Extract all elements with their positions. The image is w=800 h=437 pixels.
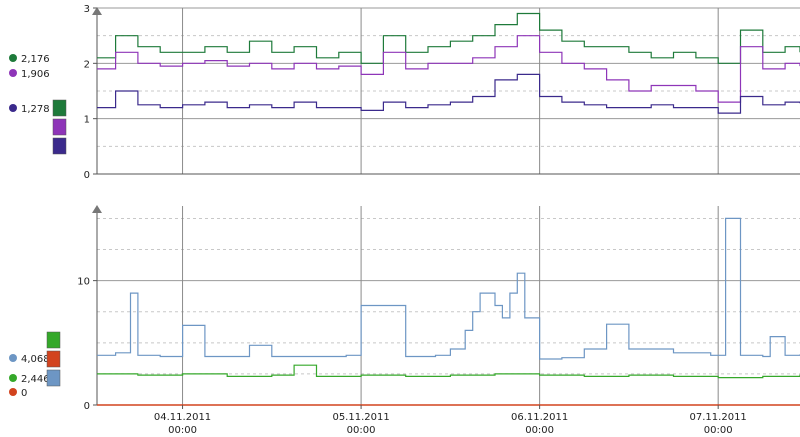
y-tick-label: 3 <box>84 4 90 15</box>
legend-swatch <box>46 350 61 368</box>
legend-dot <box>9 354 17 362</box>
x-tick-label-date: 06.11.2011 <box>511 412 568 423</box>
legend-value: 1,278 <box>21 104 50 115</box>
series-line <box>97 35 800 103</box>
legend-dot <box>9 104 17 112</box>
y-tick-label: 0 <box>84 401 90 412</box>
x-tick-label-time: 00:00 <box>704 425 733 436</box>
chart-panel-top: 0 1 2 3 2,176 1,906 1,278 <box>9 4 800 181</box>
legend-value: 2,446 <box>21 374 50 385</box>
legend-value: 2,176 <box>21 54 50 65</box>
plot-area <box>97 8 800 174</box>
x-tick-label-date: 05.11.2011 <box>332 412 389 423</box>
y-tick-label: 0 <box>84 170 90 181</box>
legend-dot <box>9 69 17 77</box>
x-tick-label-time: 00:00 <box>168 425 197 436</box>
y-tick-label: 2 <box>84 59 90 70</box>
y-axis-arrow-icon <box>92 205 102 213</box>
y-tick-label: 10 <box>77 277 90 288</box>
legend-swatch <box>52 118 67 136</box>
legend-value: 0 <box>21 388 27 399</box>
x-tick-label-date: 07.11.2011 <box>690 412 747 423</box>
series-line <box>97 217 800 360</box>
y-tick-label: 1 <box>84 115 90 126</box>
x-tick-label-time: 00:00 <box>525 425 554 436</box>
legend-swatch <box>52 137 67 155</box>
x-axis: 04.11.2011 00:00 05.11.2011 00:00 06.11.2011… <box>154 405 747 436</box>
series-line <box>97 12 800 64</box>
x-tick-label-time: 00:00 <box>347 425 376 436</box>
x-tick-label-date: 04.11.2011 <box>154 412 211 423</box>
legend-value: 1,906 <box>21 69 50 80</box>
legend-swatch <box>46 369 61 387</box>
y-axis-arrow-icon <box>92 7 102 15</box>
legend-swatch <box>46 331 61 349</box>
series-line <box>97 73 800 114</box>
legend-dot <box>9 54 17 62</box>
chart-panel-bottom: 0 10 4,068 2,446 0 <box>9 205 800 412</box>
legend-dot <box>9 374 17 382</box>
legend-swatch <box>52 99 67 117</box>
plot-area <box>97 206 800 405</box>
legend-dot <box>9 388 17 396</box>
series-line <box>97 364 800 379</box>
legend-value: 4,068 <box>21 354 50 365</box>
